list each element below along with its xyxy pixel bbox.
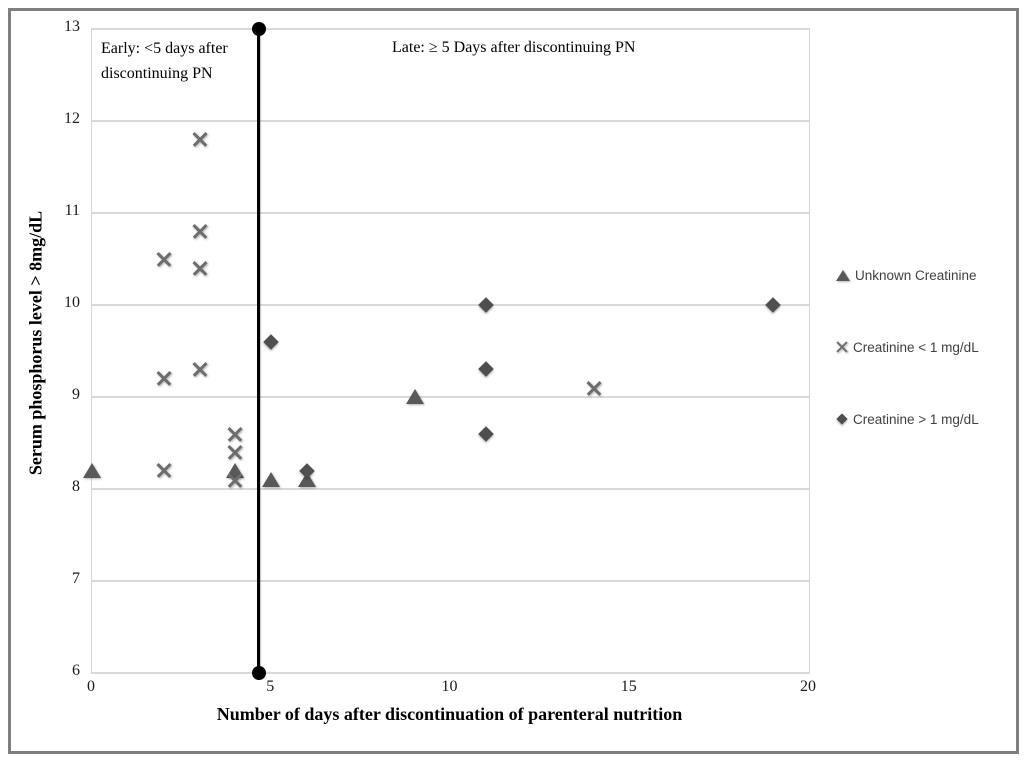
data-point-triangle bbox=[298, 471, 317, 487]
diamond-marker-icon bbox=[836, 413, 848, 425]
data-point-diamond bbox=[765, 297, 781, 313]
x-tick-label-15: 15 bbox=[620, 678, 637, 695]
y-tick-label-6: 6 bbox=[72, 662, 80, 679]
data-point-diamond bbox=[478, 426, 495, 442]
gridline-y-6 bbox=[92, 672, 809, 674]
gridline-y-8 bbox=[92, 488, 809, 490]
y-tick-label-13: 13 bbox=[64, 18, 80, 35]
x-tick-label-10: 10 bbox=[441, 678, 458, 695]
data-point-x bbox=[192, 223, 208, 239]
gridline-y-7 bbox=[92, 580, 809, 582]
data-point-x bbox=[227, 472, 243, 488]
data-point-x bbox=[192, 260, 208, 276]
y-tick-label-7: 7 bbox=[72, 570, 80, 587]
divider-top-cap bbox=[251, 22, 266, 36]
data-point-x bbox=[156, 463, 172, 479]
data-point-x bbox=[586, 380, 602, 396]
y-tick-label-8: 8 bbox=[72, 478, 80, 495]
y-tick-label-11: 11 bbox=[64, 202, 80, 219]
data-point-x bbox=[227, 444, 243, 460]
data-point-x bbox=[192, 361, 208, 377]
gridline-y-10 bbox=[92, 304, 809, 306]
legend: Unknown Creatinine Creatinine < 1 mg/dL Cr… bbox=[836, 264, 1014, 480]
x-tick-label-20: 20 bbox=[800, 678, 816, 695]
x-marker-icon bbox=[836, 341, 848, 353]
gridline-y-9 bbox=[92, 396, 809, 398]
data-point-diamond bbox=[263, 334, 280, 350]
data-point-diamond bbox=[478, 361, 495, 378]
data-point-triangle bbox=[83, 462, 101, 478]
data-point-x bbox=[227, 426, 243, 442]
plot-area: Early: <5 days after discontinuing PN La… bbox=[83, 22, 810, 680]
gridline-y-12 bbox=[92, 120, 809, 122]
data-point-x bbox=[192, 131, 208, 147]
y-axis-title: Serum phosphorus level > 8mg/dL bbox=[25, 210, 46, 476]
early-late-divider-line bbox=[257, 29, 260, 673]
y-tick-label-10: 10 bbox=[64, 294, 80, 311]
gridline-y-13 bbox=[92, 28, 809, 30]
legend-item: Creatinine < 1 mg/dL bbox=[836, 336, 1014, 358]
legend-label: Unknown Creatinine bbox=[855, 267, 977, 283]
legend-item: Unknown Creatinine bbox=[836, 264, 1014, 286]
legend-item: Creatinine > 1 mg/dL bbox=[836, 408, 1014, 430]
annotation-early-region: Early: <5 days after discontinuing PN bbox=[101, 40, 228, 82]
gridline-y-11 bbox=[92, 212, 809, 214]
y-tick-label-9: 9 bbox=[72, 386, 80, 403]
triangle-marker-icon bbox=[836, 269, 850, 281]
data-point-triangle bbox=[405, 389, 424, 405]
divider-bottom-cap bbox=[251, 666, 266, 680]
data-point-x bbox=[156, 371, 172, 387]
data-point-triangle bbox=[262, 471, 281, 487]
annotation-late-region: Late: ≥ 5 Days after discontinuing PN bbox=[392, 39, 636, 56]
data-point-x bbox=[156, 251, 172, 267]
x-tick-label-0: 0 bbox=[87, 678, 95, 695]
legend-label: Creatinine < 1 mg/dL bbox=[853, 339, 979, 355]
legend-label: Creatinine > 1 mg/dL bbox=[853, 411, 979, 427]
x-tick-label-5: 5 bbox=[266, 678, 275, 695]
y-tick-label-12: 12 bbox=[64, 110, 80, 127]
x-axis-title: Number of days after discontinuation of … bbox=[216, 704, 683, 724]
data-point-diamond bbox=[478, 297, 495, 313]
